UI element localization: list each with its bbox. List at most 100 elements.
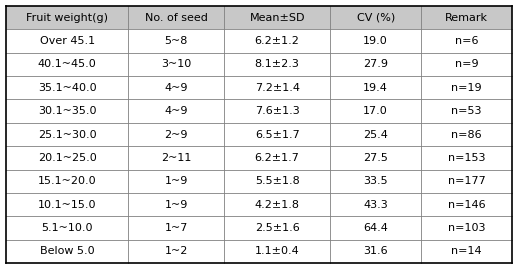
Bar <box>6 146 128 169</box>
Bar <box>421 169 512 193</box>
Text: Fruit weight(g): Fruit weight(g) <box>26 13 108 23</box>
Bar <box>421 240 512 263</box>
Bar <box>330 123 421 146</box>
Text: n=153: n=153 <box>448 153 485 163</box>
Text: 6.2±1.2: 6.2±1.2 <box>255 36 299 46</box>
Text: 2~9: 2~9 <box>164 129 188 140</box>
Bar <box>224 6 330 29</box>
Text: 20.1~25.0: 20.1~25.0 <box>38 153 96 163</box>
Text: n=6: n=6 <box>455 36 478 46</box>
Bar <box>330 53 421 76</box>
Bar <box>330 193 421 216</box>
Bar <box>128 53 224 76</box>
Bar <box>330 6 421 29</box>
Text: 40.1~45.0: 40.1~45.0 <box>38 59 96 69</box>
Bar <box>128 29 224 53</box>
Bar <box>421 193 512 216</box>
Text: No. of seed: No. of seed <box>145 13 208 23</box>
Bar <box>224 100 330 123</box>
Bar <box>128 169 224 193</box>
Bar <box>330 169 421 193</box>
Bar <box>421 53 512 76</box>
Bar <box>6 6 128 29</box>
Bar <box>128 193 224 216</box>
Text: 30.1~35.0: 30.1~35.0 <box>38 106 96 116</box>
Text: 33.5: 33.5 <box>363 176 388 186</box>
Text: 15.1~20.0: 15.1~20.0 <box>38 176 96 186</box>
Text: n=103: n=103 <box>448 223 485 233</box>
Text: 6.2±1.7: 6.2±1.7 <box>255 153 299 163</box>
Text: 25.4: 25.4 <box>363 129 388 140</box>
Text: 2.5±1.6: 2.5±1.6 <box>255 223 299 233</box>
Text: Remark: Remark <box>445 13 488 23</box>
Bar <box>6 193 128 216</box>
Bar <box>224 169 330 193</box>
Bar <box>128 146 224 169</box>
Text: 64.4: 64.4 <box>363 223 388 233</box>
Text: 25.1~30.0: 25.1~30.0 <box>38 129 96 140</box>
Text: 4~9: 4~9 <box>164 83 188 93</box>
Text: Over 45.1: Over 45.1 <box>39 36 95 46</box>
Bar <box>330 240 421 263</box>
Bar <box>330 29 421 53</box>
Text: n=9: n=9 <box>455 59 478 69</box>
Bar <box>6 76 128 100</box>
Text: 3~10: 3~10 <box>161 59 191 69</box>
Text: 17.0: 17.0 <box>363 106 388 116</box>
Text: 43.3: 43.3 <box>363 200 388 210</box>
Text: 5.5±1.8: 5.5±1.8 <box>255 176 299 186</box>
Text: 5~8: 5~8 <box>164 36 188 46</box>
Bar <box>421 76 512 100</box>
Text: 7.2±1.4: 7.2±1.4 <box>255 83 299 93</box>
Bar <box>128 76 224 100</box>
Text: 35.1~40.0: 35.1~40.0 <box>38 83 96 93</box>
Text: 1~2: 1~2 <box>164 246 188 256</box>
Text: 19.0: 19.0 <box>363 36 388 46</box>
Bar <box>330 76 421 100</box>
Bar <box>224 76 330 100</box>
Text: 1~9: 1~9 <box>164 200 188 210</box>
Text: n=53: n=53 <box>451 106 482 116</box>
Bar <box>128 100 224 123</box>
Text: 4.2±1.8: 4.2±1.8 <box>255 200 299 210</box>
Bar <box>128 216 224 240</box>
Text: 5.1~10.0: 5.1~10.0 <box>41 223 93 233</box>
Bar <box>6 53 128 76</box>
Bar <box>421 123 512 146</box>
Bar <box>128 123 224 146</box>
Text: 10.1~15.0: 10.1~15.0 <box>38 200 96 210</box>
Bar <box>128 6 224 29</box>
Bar <box>6 216 128 240</box>
Text: 4~9: 4~9 <box>164 106 188 116</box>
Bar <box>6 123 128 146</box>
Text: 27.5: 27.5 <box>363 153 388 163</box>
Text: CV (%): CV (%) <box>356 13 395 23</box>
Bar <box>224 146 330 169</box>
Text: 7.6±1.3: 7.6±1.3 <box>255 106 299 116</box>
Bar <box>224 53 330 76</box>
Bar <box>421 216 512 240</box>
Bar <box>421 146 512 169</box>
Text: n=86: n=86 <box>451 129 482 140</box>
Bar <box>330 146 421 169</box>
Text: n=14: n=14 <box>451 246 482 256</box>
Bar <box>330 100 421 123</box>
Bar <box>224 240 330 263</box>
Bar <box>421 29 512 53</box>
Bar <box>128 240 224 263</box>
Bar <box>421 6 512 29</box>
Text: Mean±SD: Mean±SD <box>249 13 305 23</box>
Text: 2~11: 2~11 <box>161 153 191 163</box>
Text: 27.9: 27.9 <box>363 59 388 69</box>
Bar <box>421 100 512 123</box>
Bar <box>6 29 128 53</box>
Text: 6.5±1.7: 6.5±1.7 <box>255 129 299 140</box>
Bar <box>224 29 330 53</box>
Bar <box>224 193 330 216</box>
Bar <box>6 240 128 263</box>
Text: n=146: n=146 <box>448 200 485 210</box>
Text: 8.1±2.3: 8.1±2.3 <box>255 59 299 69</box>
Bar <box>6 100 128 123</box>
Text: n=19: n=19 <box>451 83 482 93</box>
Bar <box>6 169 128 193</box>
